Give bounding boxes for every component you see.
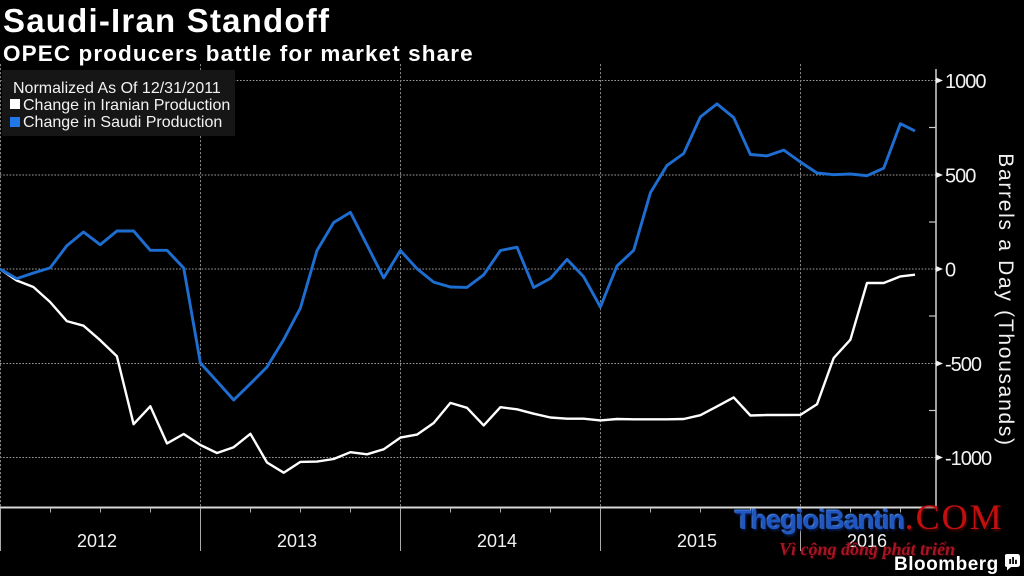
svg-text:0: 0 bbox=[945, 260, 956, 282]
svg-text:2013: 2013 bbox=[277, 531, 317, 551]
svg-text:-500: -500 bbox=[945, 354, 982, 376]
svg-text:Barrels a Day (Thousands): Barrels a Day (Thousands) bbox=[994, 153, 1017, 446]
svg-text:2015: 2015 bbox=[677, 531, 717, 551]
svg-text:1000: 1000 bbox=[945, 71, 986, 93]
svg-text:500: 500 bbox=[945, 166, 976, 188]
svg-text:2012: 2012 bbox=[77, 531, 117, 551]
svg-text:2014: 2014 bbox=[477, 531, 517, 551]
svg-text:-1000: -1000 bbox=[945, 448, 992, 470]
svg-text:2016: 2016 bbox=[847, 531, 887, 551]
